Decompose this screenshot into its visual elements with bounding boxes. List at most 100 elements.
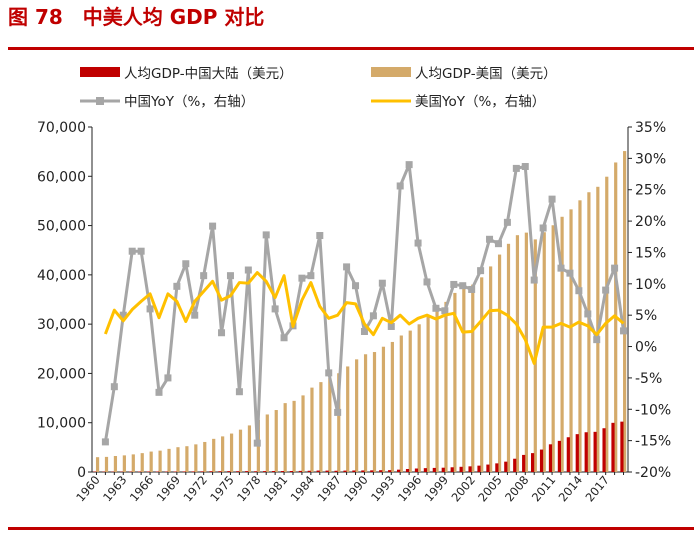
- bar-china: [272, 471, 275, 472]
- bar-us: [248, 425, 251, 472]
- chart-title: 图 78 中美人均 GDP 对比: [8, 5, 264, 29]
- bar-us: [355, 359, 358, 472]
- point-china-yoy: [209, 223, 216, 230]
- bar-china: [218, 471, 221, 472]
- point-china-yoy: [281, 334, 288, 341]
- x-tick-label: 2008: [502, 473, 532, 504]
- x-tick-label: 2005: [475, 473, 505, 504]
- left-tick-label: 60,000: [37, 169, 86, 185]
- bar-china: [486, 465, 489, 472]
- legend-swatch-china-bar: [80, 67, 120, 77]
- bar-us: [185, 446, 188, 472]
- bar-china: [281, 471, 284, 472]
- bar-us: [516, 235, 519, 472]
- bar-us: [230, 434, 233, 472]
- bar-china: [620, 422, 623, 472]
- legend-label-us-bar: 人均GDP-美国（美元）: [415, 66, 557, 82]
- point-china-yoy: [584, 310, 591, 317]
- legend: 人均GDP-中国大陆（美元） 人均GDP-美国（美元） 中国YoY（%，右轴） …: [80, 66, 557, 110]
- bar-us: [391, 342, 394, 472]
- bar-china: [415, 469, 418, 472]
- legend-label-china-bar: 人均GDP-中国大陆（美元）: [124, 66, 293, 82]
- x-tick-label: 2011: [529, 473, 559, 504]
- left-tick-label: 40,000: [37, 268, 86, 284]
- point-china-yoy: [191, 312, 198, 319]
- point-china-yoy: [218, 329, 225, 336]
- right-tick-label: 20%: [635, 214, 666, 230]
- point-china-yoy: [352, 282, 359, 289]
- point-china-yoy: [164, 374, 171, 381]
- legend-swatch-us-bar: [371, 67, 411, 77]
- bar-china: [183, 471, 186, 472]
- legend-label-us-yoy: 美国YoY（%，右轴）: [415, 94, 545, 110]
- point-china-yoy: [236, 388, 243, 395]
- x-tick-label: 1993: [368, 473, 398, 504]
- bar-china: [308, 471, 311, 472]
- right-tick-label: 30%: [635, 151, 666, 167]
- right-tick-label: 10%: [635, 277, 666, 293]
- bar-us: [561, 217, 564, 472]
- bar-us: [266, 414, 269, 472]
- bar-us: [373, 352, 376, 472]
- x-tick-label: 1987: [314, 473, 344, 504]
- left-tick-label: 70,000: [37, 120, 86, 136]
- bar-china: [513, 459, 516, 472]
- bar-us: [221, 436, 224, 472]
- bar-china: [531, 453, 534, 472]
- point-china-yoy: [156, 389, 163, 396]
- bar-china: [236, 471, 239, 472]
- point-china-yoy: [540, 224, 547, 231]
- bar-us: [382, 347, 385, 472]
- bar-china: [504, 462, 507, 472]
- bar-us: [167, 449, 170, 472]
- bar-china: [549, 444, 552, 472]
- bar-us: [578, 200, 581, 472]
- x-tick-label: 1990: [341, 473, 371, 504]
- bar-china: [406, 469, 409, 472]
- legend-label-china-yoy: 中国YoY（%，右轴）: [124, 94, 254, 110]
- point-china-yoy: [558, 265, 565, 272]
- bar-us: [114, 456, 117, 472]
- point-china-yoy: [468, 286, 475, 293]
- x-tick-label: 1966: [127, 473, 157, 504]
- bar-us: [150, 452, 153, 472]
- bar-us: [141, 453, 144, 472]
- bar-china: [200, 471, 203, 472]
- point-china-yoy: [182, 260, 189, 267]
- left-tick-label: 20,000: [37, 366, 86, 382]
- bar-us: [587, 192, 590, 472]
- bar-us: [319, 382, 322, 472]
- bar-china: [495, 463, 498, 472]
- point-china-yoy: [531, 277, 538, 284]
- bar-us: [301, 395, 304, 472]
- point-china-yoy: [173, 283, 180, 290]
- point-china-yoy: [450, 281, 457, 288]
- point-china-yoy: [263, 231, 270, 238]
- bar-us: [212, 439, 215, 472]
- bar-china: [379, 470, 382, 472]
- point-china-yoy: [495, 240, 502, 247]
- point-china-yoy: [200, 272, 207, 279]
- point-china-yoy: [432, 305, 439, 312]
- right-tick-label: 35%: [635, 120, 666, 136]
- point-china-yoy: [147, 305, 154, 312]
- footer-rule: [8, 527, 694, 530]
- right-tick-label: -20%: [635, 465, 671, 481]
- point-china-yoy: [272, 305, 279, 312]
- bar-us: [480, 277, 483, 472]
- bar-china: [460, 467, 463, 472]
- bar-us: [507, 244, 510, 472]
- right-tick-label: 0%: [635, 340, 657, 356]
- header-rule: [8, 47, 694, 50]
- point-china-yoy: [102, 438, 109, 445]
- point-china-yoy: [575, 287, 582, 294]
- bar-us: [462, 289, 465, 472]
- bar-china: [227, 471, 230, 472]
- bar-china: [352, 470, 355, 472]
- bar-china: [245, 471, 248, 472]
- point-china-yoy: [111, 383, 118, 390]
- bar-china: [451, 467, 454, 472]
- bar-china: [442, 468, 445, 472]
- bar-us: [194, 444, 197, 472]
